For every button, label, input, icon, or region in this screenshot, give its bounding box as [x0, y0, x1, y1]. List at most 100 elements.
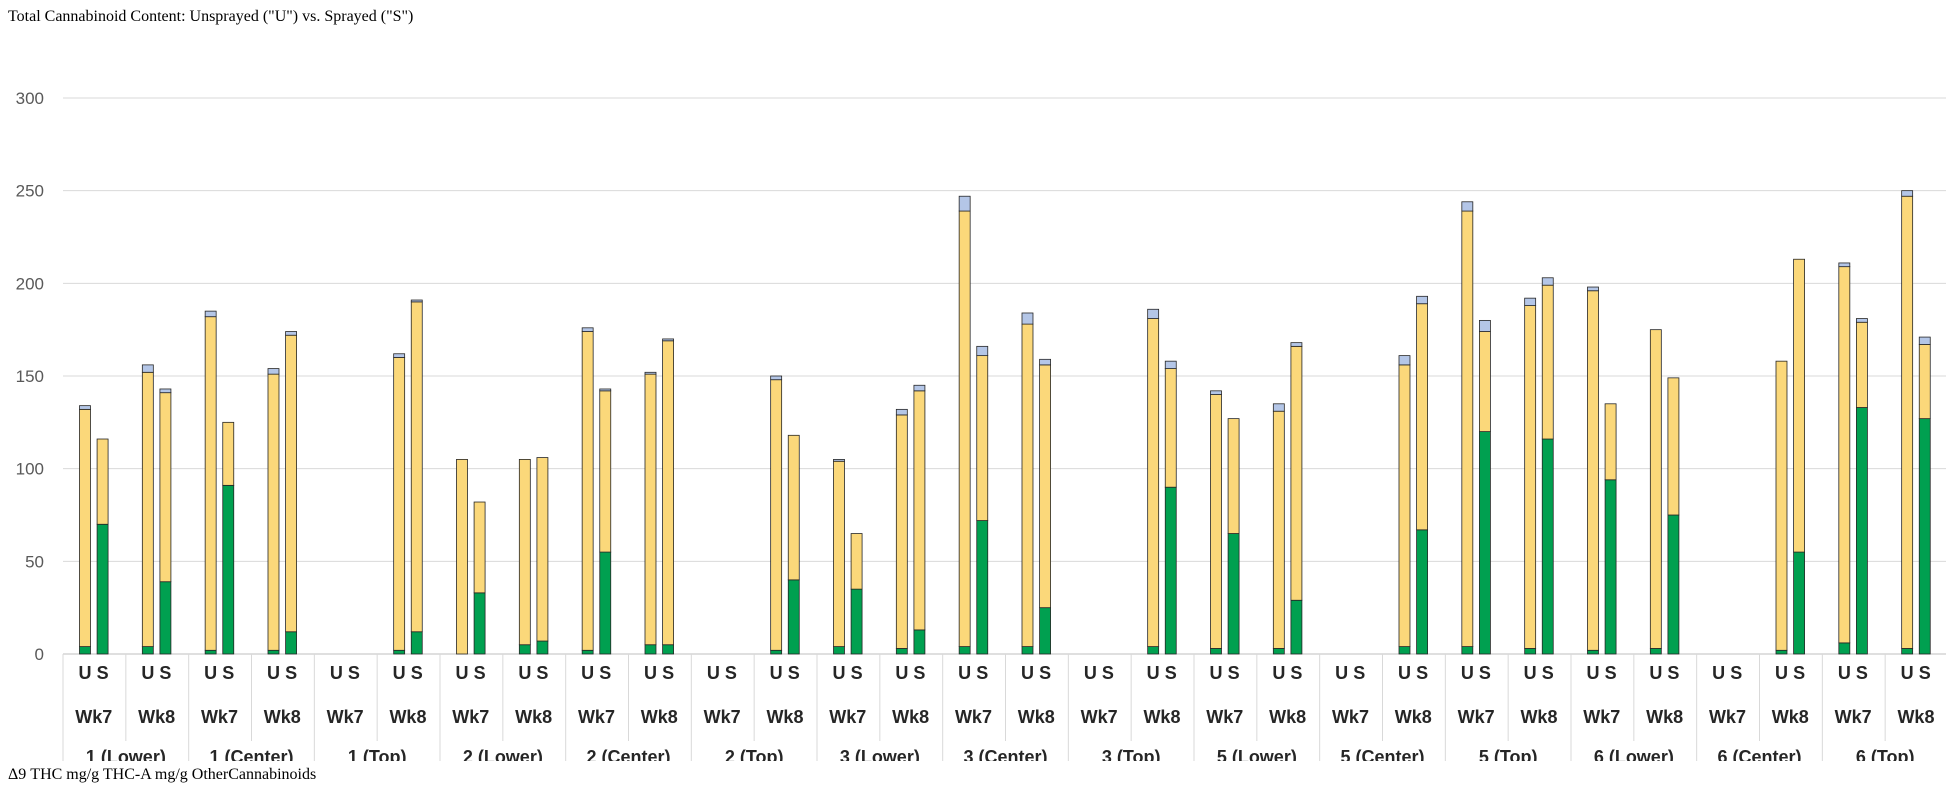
bar-segment-d9 — [1541, 438, 1554, 655]
bar-segment-d9 — [1524, 648, 1537, 655]
bar-segment-other — [1838, 262, 1851, 268]
bar-segment-d9 — [222, 484, 235, 655]
week-label: Wk7 — [1206, 707, 1243, 727]
y-tick-label: 0 — [35, 645, 44, 664]
week-label: Wk7 — [452, 707, 489, 727]
week-label: Wk8 — [138, 707, 175, 727]
bar-segment-other — [833, 458, 845, 462]
week-label: Wk7 — [1332, 707, 1369, 727]
bar-label: U — [78, 663, 91, 683]
bar-segment-other — [141, 364, 154, 373]
bar-label: S — [1039, 663, 1051, 683]
bar-label: U — [141, 663, 154, 683]
bar-segment-other — [770, 375, 783, 381]
bar-segment-thca — [1416, 303, 1428, 531]
bar-segment-other — [913, 384, 926, 392]
bar-label: U — [1272, 663, 1285, 683]
bar-segment-thca — [1210, 394, 1222, 649]
bar-segment-thca — [662, 340, 674, 646]
bar-label: U — [707, 663, 720, 683]
bar-segment-thca — [976, 355, 989, 521]
bar-segment-d9 — [662, 644, 674, 655]
group-label: 1 (Lower) — [86, 747, 166, 761]
bar-segment-other — [1039, 358, 1051, 366]
bar-label: S — [1856, 663, 1868, 683]
y-tick-label: 200 — [16, 274, 44, 293]
bar-segment-thca — [222, 421, 235, 486]
bar-segment-other — [79, 405, 91, 410]
bar-segment-d9 — [850, 588, 863, 655]
chart-legend: Δ9 THC mg/g THC-A mg/g OtherCannabinoids — [8, 766, 1938, 784]
week-label: Wk8 — [515, 707, 552, 727]
bar-segment-other — [1398, 355, 1411, 366]
bar-segment-d9 — [1838, 642, 1851, 655]
bar-segment-d9 — [1775, 649, 1788, 655]
bar-segment-thca — [770, 379, 783, 651]
bar-segment-thca — [787, 434, 800, 581]
bar-segment-d9 — [204, 649, 217, 655]
bar-label: U — [393, 663, 406, 683]
week-label: Wk7 — [1709, 707, 1746, 727]
week-label: Wk7 — [1583, 707, 1620, 727]
bar-segment-thca — [1901, 195, 1914, 649]
bar-segment-thca — [473, 501, 486, 594]
bar-segment-d9 — [599, 551, 612, 655]
bar-segment-d9 — [1164, 486, 1177, 655]
bar-label: U — [1084, 663, 1097, 683]
bar-segment-thca — [1793, 258, 1805, 553]
bar-segment-d9 — [1227, 533, 1240, 655]
bar-label: U — [1147, 663, 1160, 683]
bar-segment-thca — [1147, 318, 1160, 647]
bar-segment-other — [1290, 342, 1303, 347]
bar-label: S — [97, 663, 109, 683]
week-label: Wk8 — [1897, 707, 1934, 727]
bar-segment-d9 — [1398, 646, 1411, 655]
bar-segment-d9 — [1918, 418, 1931, 655]
bar-segment-thca — [1856, 321, 1868, 408]
bar-label: U — [895, 663, 908, 683]
bar-segment-thca — [1649, 329, 1662, 649]
week-label: Wk7 — [829, 707, 866, 727]
bar-label: U — [267, 663, 280, 683]
bar-segment-thca — [1587, 290, 1599, 651]
legend-item-other: OtherCannabinoids — [192, 766, 316, 783]
bar-segment-d9 — [1272, 648, 1285, 655]
bar-segment-thca — [913, 390, 926, 631]
bar-segment-other — [410, 299, 423, 303]
bar-segment-thca — [850, 533, 863, 590]
bar-label: S — [1165, 663, 1177, 683]
bar-segment-thca — [1164, 368, 1177, 488]
bar-segment-other — [1856, 318, 1868, 323]
bar-segment-d9 — [473, 592, 486, 655]
group-label: 2 (Center) — [586, 747, 670, 761]
bar-segment-other — [662, 338, 674, 342]
bar-segment-thca — [1667, 377, 1680, 516]
week-label: Wk7 — [1835, 707, 1872, 727]
week-label: Wk7 — [1458, 707, 1495, 727]
bar-label: U — [455, 663, 468, 683]
bar-segment-d9 — [1210, 648, 1222, 655]
bar-label: S — [599, 663, 611, 683]
week-label: Wk7 — [578, 707, 615, 727]
group-label: 2 (Lower) — [463, 747, 543, 761]
bar-segment-thca — [393, 357, 406, 651]
y-tick-label: 250 — [16, 182, 44, 201]
bar-segment-d9 — [141, 646, 154, 655]
bar-segment-other — [1461, 201, 1474, 212]
bar-segment-d9 — [1649, 648, 1662, 655]
bar-segment-thca — [1604, 403, 1617, 481]
bar-segment-d9 — [833, 646, 845, 655]
bar-label: S — [725, 663, 737, 683]
bar-segment-other — [1416, 295, 1428, 305]
bar-label: S — [411, 663, 423, 683]
week-label: Wk8 — [1395, 707, 1432, 727]
bar-label: U — [1838, 663, 1851, 683]
chart-page: Total Cannabinoid Content: Unsprayed ("U… — [8, 8, 1946, 784]
group-label: 2 (Top) — [725, 747, 784, 761]
bar-label: U — [330, 663, 343, 683]
week-label: Wk8 — [1018, 707, 1055, 727]
group-label: 6 (Center) — [1717, 747, 1801, 761]
bar-label: S — [1228, 663, 1240, 683]
bar-segment-thca — [895, 414, 908, 649]
